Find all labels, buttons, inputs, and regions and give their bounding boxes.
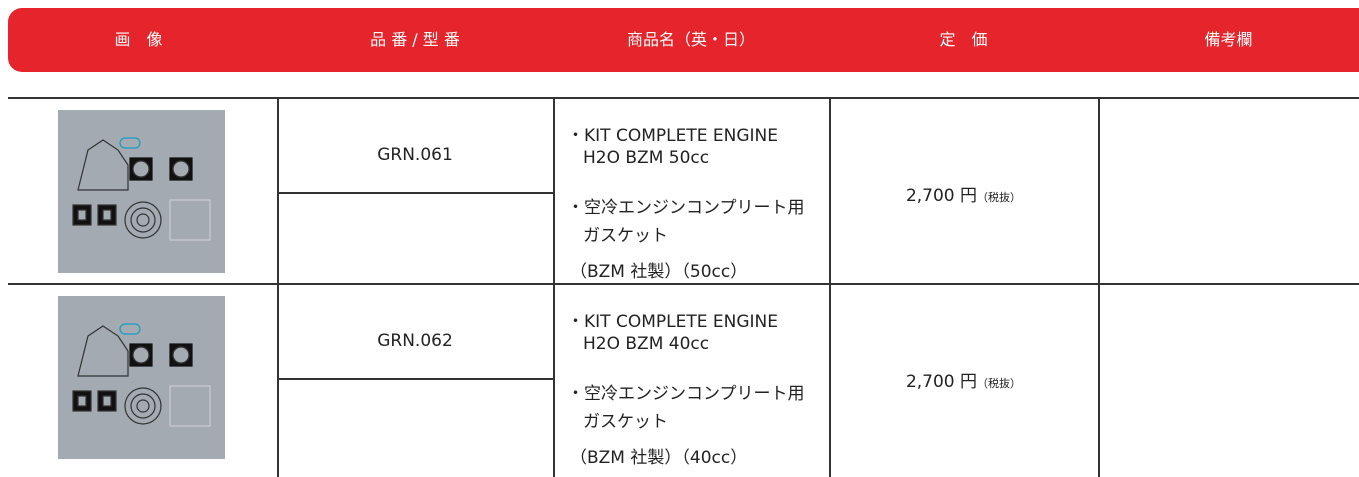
- product-image: [58, 110, 225, 273]
- table-border: [8, 97, 1359, 99]
- price: 2,700 円（税抜）: [829, 367, 1098, 392]
- product-name-line: ガスケット: [583, 226, 668, 246]
- price-note: （税抜）: [977, 191, 1022, 204]
- part-number: GRN.062: [377, 331, 453, 351]
- price-value: 2,700 円: [905, 186, 978, 206]
- product-name-line: ・空冷エンジンコンプリート用: [567, 198, 805, 218]
- column-line: [277, 97, 279, 477]
- product-name-line: H2O BZM 40cc: [583, 334, 710, 354]
- cell-split: [277, 192, 553, 194]
- header-cell: 定 価: [939, 30, 988, 49]
- product-name-line: （BZM 社製）（50cc）: [570, 262, 748, 282]
- product-name-line: （BZM 社製）（40cc）: [570, 448, 748, 468]
- part-number: GRN.061: [377, 145, 453, 165]
- header-cell: 備考欄: [1204, 30, 1253, 49]
- price: 2,700 円（税抜）: [829, 181, 1098, 206]
- price-note: （税抜）: [977, 377, 1022, 390]
- column-line: [553, 97, 555, 477]
- cell-split: [277, 378, 553, 380]
- header-cell: 画 像: [114, 30, 163, 49]
- column-line: [1098, 97, 1100, 477]
- column-line: [829, 97, 831, 477]
- product-name-line: H2O BZM 50cc: [583, 148, 710, 168]
- header-cell: 商品名（英・日）: [626, 30, 755, 49]
- product-name-line: ・KIT COMPLETE ENGINE: [567, 126, 778, 146]
- product-name-line: ガスケット: [583, 412, 668, 432]
- product-image: [58, 296, 225, 459]
- table-header: 画 像 品 番 / 型 番 商品名（英・日） 定 価 備考欄: [8, 8, 1359, 72]
- header-cell: 品 番 / 型 番: [370, 30, 460, 49]
- product-name-line: ・KIT COMPLETE ENGINE: [567, 312, 778, 332]
- row-line: [8, 283, 1359, 285]
- product-name-line: ・空冷エンジンコンプリート用: [567, 384, 805, 404]
- price-value: 2,700 円: [905, 372, 978, 392]
